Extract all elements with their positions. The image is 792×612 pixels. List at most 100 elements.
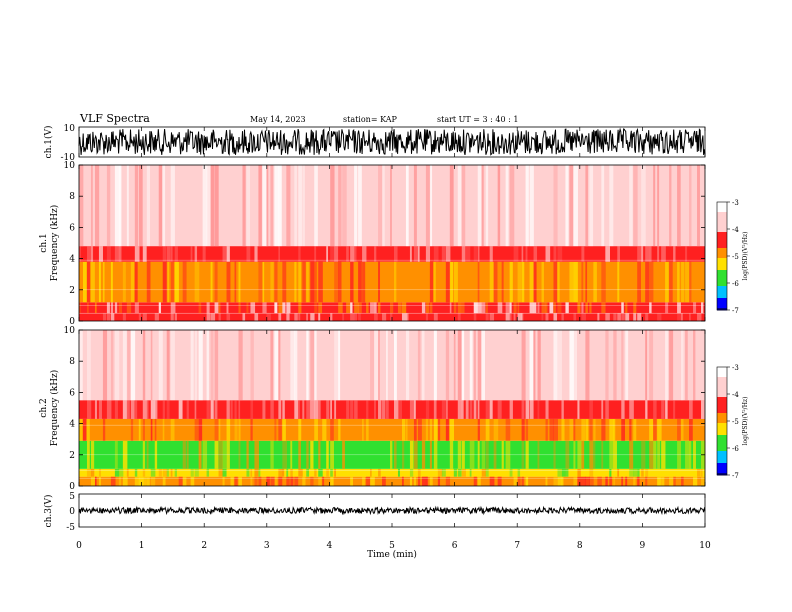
spectrogram-cell — [689, 418, 693, 441]
spectrogram-cell — [342, 165, 347, 247]
spectrogram-cell — [254, 476, 258, 486]
ch1-waveform-ylabel: ch.1(V) — [43, 126, 54, 159]
spectrogram-cell — [445, 418, 449, 441]
spectrogram-cell — [441, 400, 446, 419]
colorbar-cell — [717, 308, 727, 311]
spectrogram-cell — [645, 330, 648, 401]
spectrogram-cell — [641, 468, 644, 477]
spectrogram-cell — [170, 418, 175, 441]
spectrogram-cell — [605, 313, 610, 321]
spectrogram-cell — [294, 400, 299, 419]
spectrogram-cell — [318, 400, 321, 419]
spectrogram-cell — [701, 400, 706, 419]
colorbar-cell — [717, 381, 727, 384]
spectrogram-cell — [298, 261, 302, 303]
spectrogram-cell — [358, 302, 362, 314]
spectrogram-cell — [198, 302, 202, 314]
colorbar-cell — [717, 373, 727, 376]
spectrogram-cell — [653, 418, 657, 441]
spectrogram-cell — [485, 400, 490, 419]
spectrogram-cell — [246, 468, 250, 477]
spectrogram-cell — [294, 261, 297, 303]
spectrogram-cell — [477, 246, 480, 262]
spectrogram-cell — [401, 302, 407, 314]
spectrogram-cell — [513, 246, 519, 262]
spectrogram-cell — [310, 330, 315, 401]
colorbar-cell — [717, 228, 727, 231]
spectrogram-cell — [218, 313, 221, 321]
spectrogram-cell — [350, 313, 355, 321]
spectrogram-cell — [689, 400, 693, 419]
spectrogram-cell — [633, 302, 637, 314]
spectrogram-cell — [350, 246, 355, 262]
spectrogram-cell — [457, 400, 463, 419]
spectrogram-cell — [477, 302, 482, 314]
spectrogram-cell — [314, 400, 319, 419]
spectrogram-cell — [79, 302, 81, 314]
spectrogram-cell — [162, 165, 166, 247]
spectrogram-cell — [378, 261, 381, 303]
spectrogram-cell — [282, 468, 285, 477]
spectrogram-cell — [617, 261, 620, 303]
spectrogram-cell — [382, 476, 386, 486]
spectrogram-cell — [106, 302, 110, 314]
spectrogram-cell — [405, 165, 409, 247]
spectrogram-cell — [657, 246, 660, 262]
spectrogram-cell — [585, 165, 588, 247]
colorbar-cell — [717, 242, 727, 245]
frequency-tick-label: 2 — [69, 451, 75, 461]
spectrogram-cell — [142, 330, 146, 401]
spectrogram-cell — [449, 418, 455, 441]
spectrogram-cell — [250, 476, 253, 486]
spectrogram-cell — [86, 418, 90, 441]
spectrogram-cell — [138, 313, 142, 321]
spectrogram-cell — [170, 330, 175, 401]
spectrogram-cell — [258, 476, 262, 486]
spectrogram-cell — [286, 302, 291, 314]
spectrogram-cell — [677, 165, 681, 247]
spectrogram-cell — [362, 418, 364, 441]
spectrogram-cell — [150, 476, 156, 486]
spectrogram-cell — [517, 261, 522, 303]
spectrogram-cell — [649, 302, 652, 314]
colorbar-cell — [717, 222, 727, 225]
colorbar-cell — [717, 445, 727, 448]
spectrogram-cell — [521, 400, 525, 419]
spectrogram-cell — [557, 330, 562, 401]
spectrogram-cell — [278, 246, 280, 262]
colorbar-cell — [717, 455, 727, 458]
spectrogram-cell — [441, 246, 446, 262]
spectrogram-cell — [134, 261, 138, 303]
spectrogram-cell — [210, 400, 214, 419]
spectrogram-cell — [194, 418, 199, 441]
spectrogram-cell — [134, 165, 139, 247]
spectrogram-cell — [330, 418, 334, 441]
spectrogram-cell — [645, 246, 650, 262]
spectrogram-cell — [86, 400, 92, 419]
spectrogram-cell — [302, 400, 305, 419]
spectrogram-cell — [298, 418, 302, 441]
spectrogram-cell — [649, 330, 654, 401]
ch1-ytick-bottom: -10 — [61, 153, 76, 163]
spectrogram-cell — [425, 302, 430, 314]
spectrogram-cell — [346, 400, 350, 419]
spectrogram-cell — [122, 476, 128, 486]
spectrogram-cell — [537, 330, 541, 401]
spectrogram-cell — [417, 476, 421, 486]
spectrogram-band-5 — [79, 330, 705, 401]
spectrogram-cell — [298, 313, 301, 321]
spectrogram-cell — [258, 165, 262, 247]
spectrogram-cell — [298, 165, 302, 247]
colorbar-cell — [717, 252, 727, 255]
colorbar-cell — [717, 284, 727, 287]
spectrogram-cell — [557, 302, 562, 314]
spectrogram-cell — [334, 330, 339, 401]
colorbar-cell — [717, 226, 727, 229]
spectrogram-cell — [589, 476, 594, 486]
spectrogram-cell — [573, 330, 578, 401]
spectrogram-cell — [421, 330, 425, 401]
spectrogram-cell — [541, 302, 546, 314]
spectrogram-cell — [106, 246, 111, 262]
spectrogram-band-0 — [79, 476, 705, 486]
colorbar-cell — [717, 419, 727, 422]
